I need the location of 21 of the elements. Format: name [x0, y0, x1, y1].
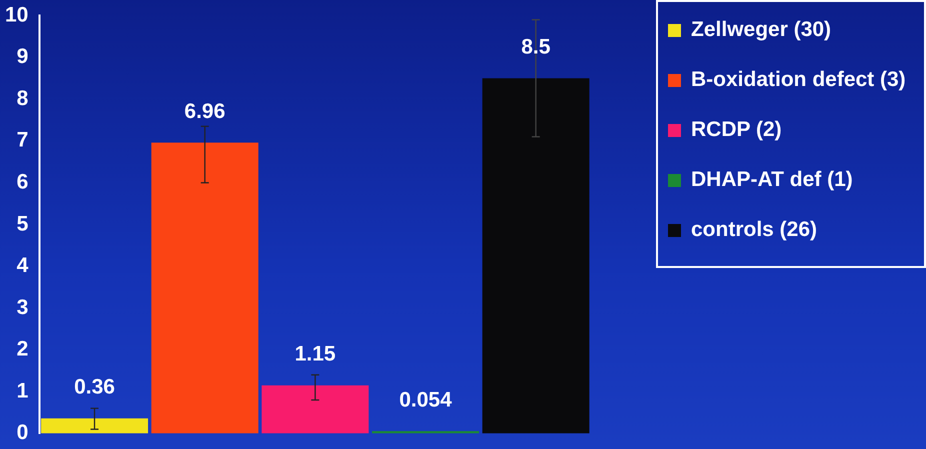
data-label: 1.15	[294, 342, 336, 366]
legend-label: B-oxidation defect (3)	[691, 68, 906, 92]
data-label: 0.36	[74, 376, 115, 399]
y-tick-label: 5	[16, 212, 29, 236]
data-label: 8.5	[521, 36, 551, 59]
y-tick-label: 4	[16, 254, 29, 278]
y-tick-label: 2	[16, 338, 28, 361]
y-tick-label: 0	[16, 421, 28, 444]
y-tick-label: 10	[5, 3, 28, 26]
y-tick-label: 7	[16, 128, 28, 152]
legend-label: DHAP-AT def (1)	[691, 168, 853, 192]
data-label: 6.96	[184, 100, 226, 123]
y-tick-label: 9	[16, 45, 28, 68]
y-tick-label: 6	[16, 170, 28, 194]
y-tick-label: 8	[16, 86, 29, 110]
legend-label: Zellweger (30)	[691, 18, 832, 42]
legend-label: controls (26)	[691, 218, 818, 242]
legend-label: RCDP (2)	[691, 118, 782, 142]
data-label: 0.054	[399, 388, 452, 412]
y-tick-label: 1	[16, 379, 29, 402]
y-tick-label: 3	[16, 296, 28, 319]
